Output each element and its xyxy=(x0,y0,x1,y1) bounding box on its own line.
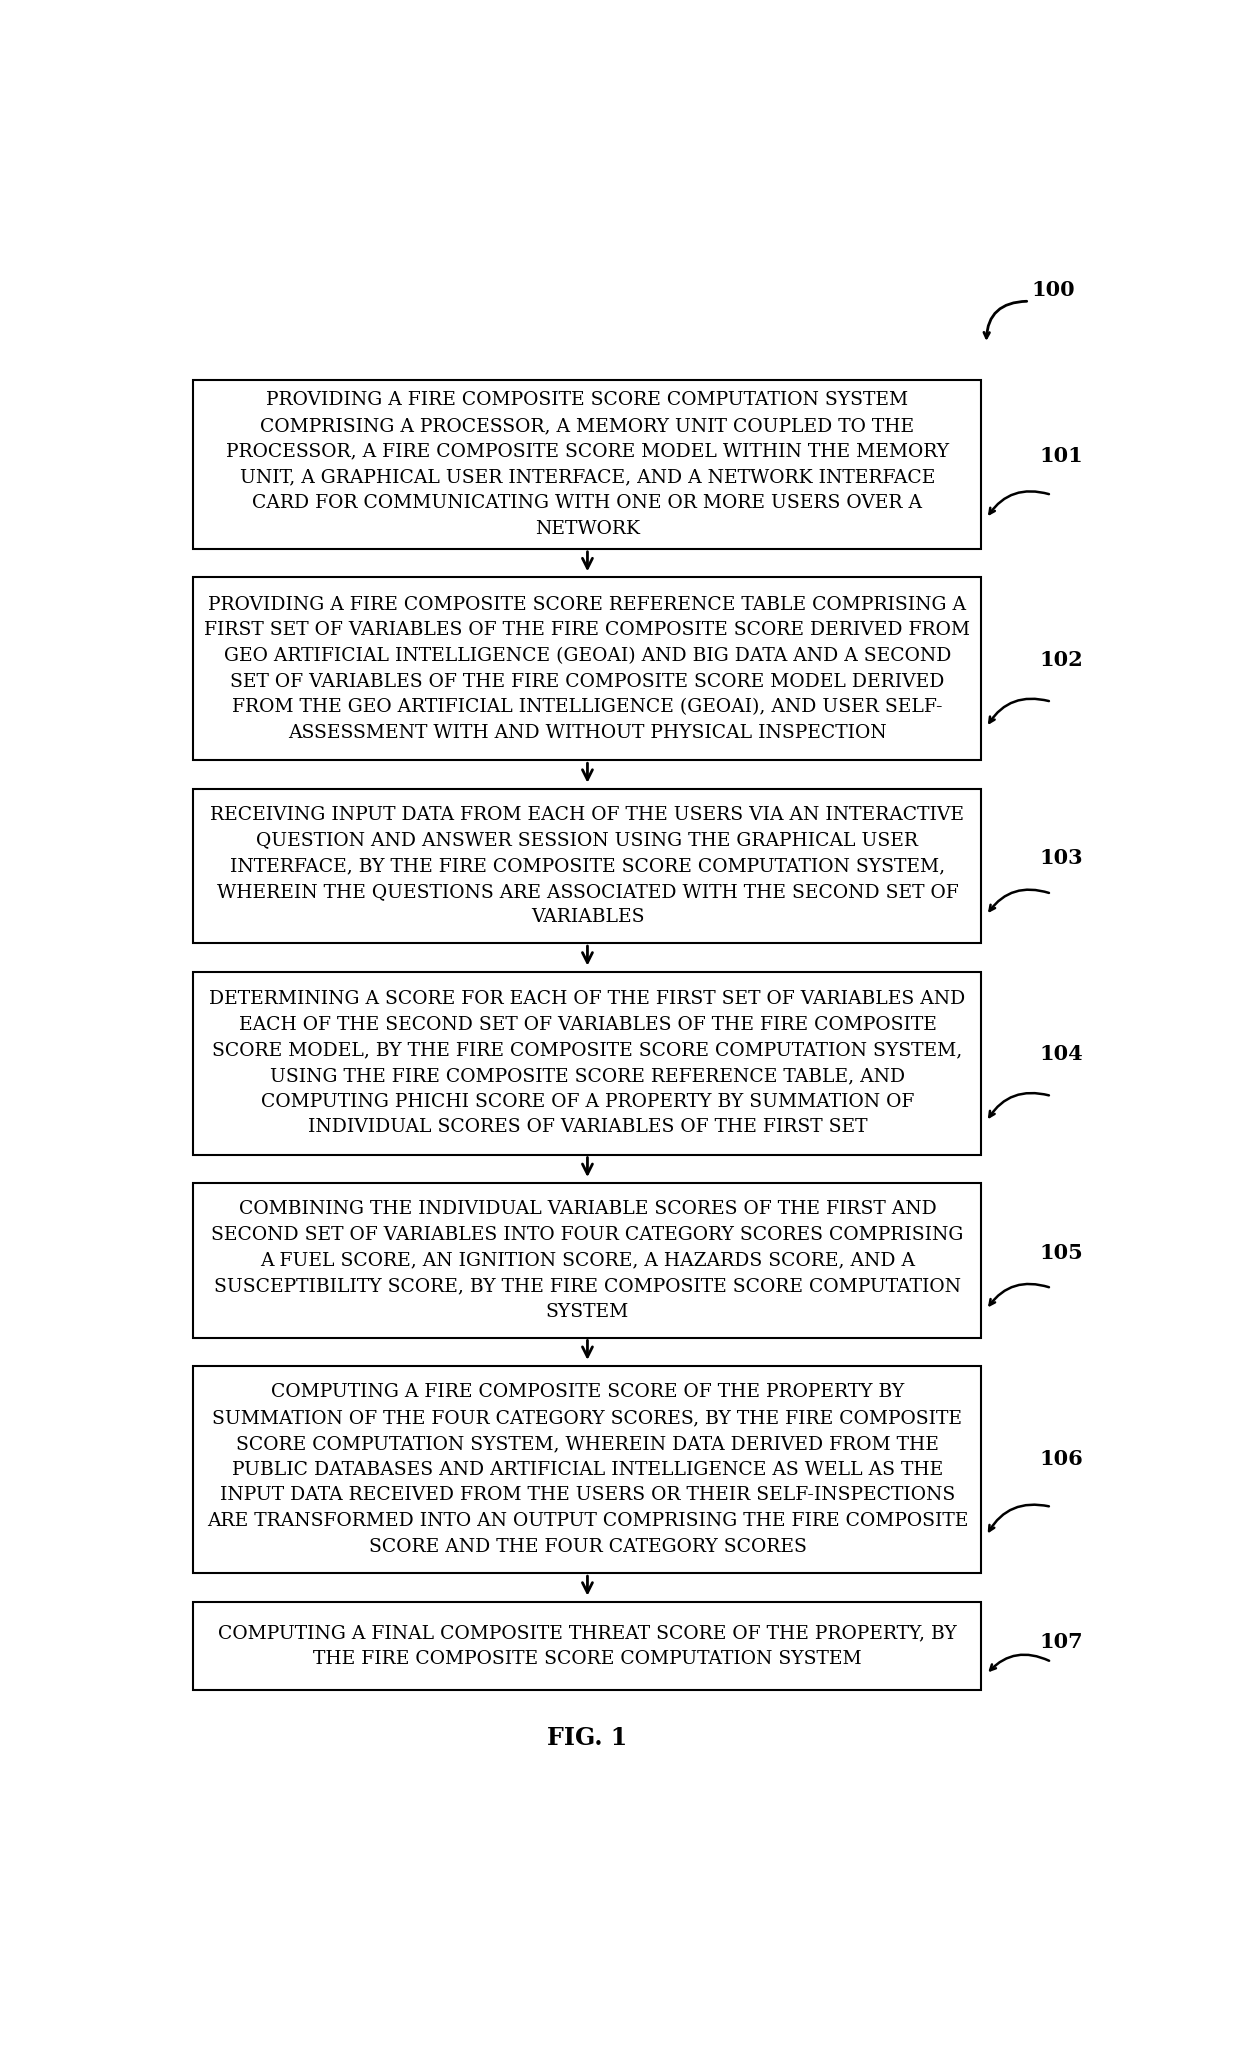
Text: FIG. 1: FIG. 1 xyxy=(547,1726,627,1751)
Text: DETERMINING A SCORE FOR EACH OF THE FIRST SET OF VARIABLES AND
EACH OF THE SECON: DETERMINING A SCORE FOR EACH OF THE FIRS… xyxy=(210,990,966,1136)
Bar xyxy=(193,972,982,1154)
Bar xyxy=(193,379,982,549)
Text: RECEIVING INPUT DATA FROM EACH OF THE USERS VIA AN INTERACTIVE
QUESTION AND ANSW: RECEIVING INPUT DATA FROM EACH OF THE US… xyxy=(211,806,965,927)
Bar xyxy=(193,578,982,761)
Text: 106: 106 xyxy=(1039,1449,1083,1470)
Text: 101: 101 xyxy=(1039,447,1083,465)
Text: 102: 102 xyxy=(1039,650,1083,670)
Bar xyxy=(193,1365,982,1572)
Text: PROVIDING A FIRE COMPOSITE SCORE REFERENCE TABLE COMPRISING A
FIRST SET OF VARIA: PROVIDING A FIRE COMPOSITE SCORE REFEREN… xyxy=(205,597,971,742)
Text: 105: 105 xyxy=(1039,1242,1083,1263)
Bar xyxy=(193,1601,982,1691)
Text: COMPUTING A FIRE COMPOSITE SCORE OF THE PROPERTY BY
SUMMATION OF THE FOUR CATEGO: COMPUTING A FIRE COMPOSITE SCORE OF THE … xyxy=(207,1384,968,1556)
Text: 100: 100 xyxy=(1032,281,1075,299)
Text: 107: 107 xyxy=(1039,1632,1083,1652)
Bar xyxy=(193,789,982,943)
Text: COMPUTING A FINAL COMPOSITE THREAT SCORE OF THE PROPERTY, BY
THE FIRE COMPOSITE : COMPUTING A FINAL COMPOSITE THREAT SCORE… xyxy=(218,1624,957,1669)
Bar xyxy=(193,1183,982,1337)
Text: PROVIDING A FIRE COMPOSITE SCORE COMPUTATION SYSTEM
COMPRISING A PROCESSOR, A ME: PROVIDING A FIRE COMPOSITE SCORE COMPUTA… xyxy=(226,392,949,537)
Text: 103: 103 xyxy=(1039,849,1083,869)
Text: COMBINING THE INDIVIDUAL VARIABLE SCORES OF THE FIRST AND
SECOND SET OF VARIABLE: COMBINING THE INDIVIDUAL VARIABLE SCORES… xyxy=(211,1199,963,1320)
Text: 104: 104 xyxy=(1039,1043,1083,1064)
